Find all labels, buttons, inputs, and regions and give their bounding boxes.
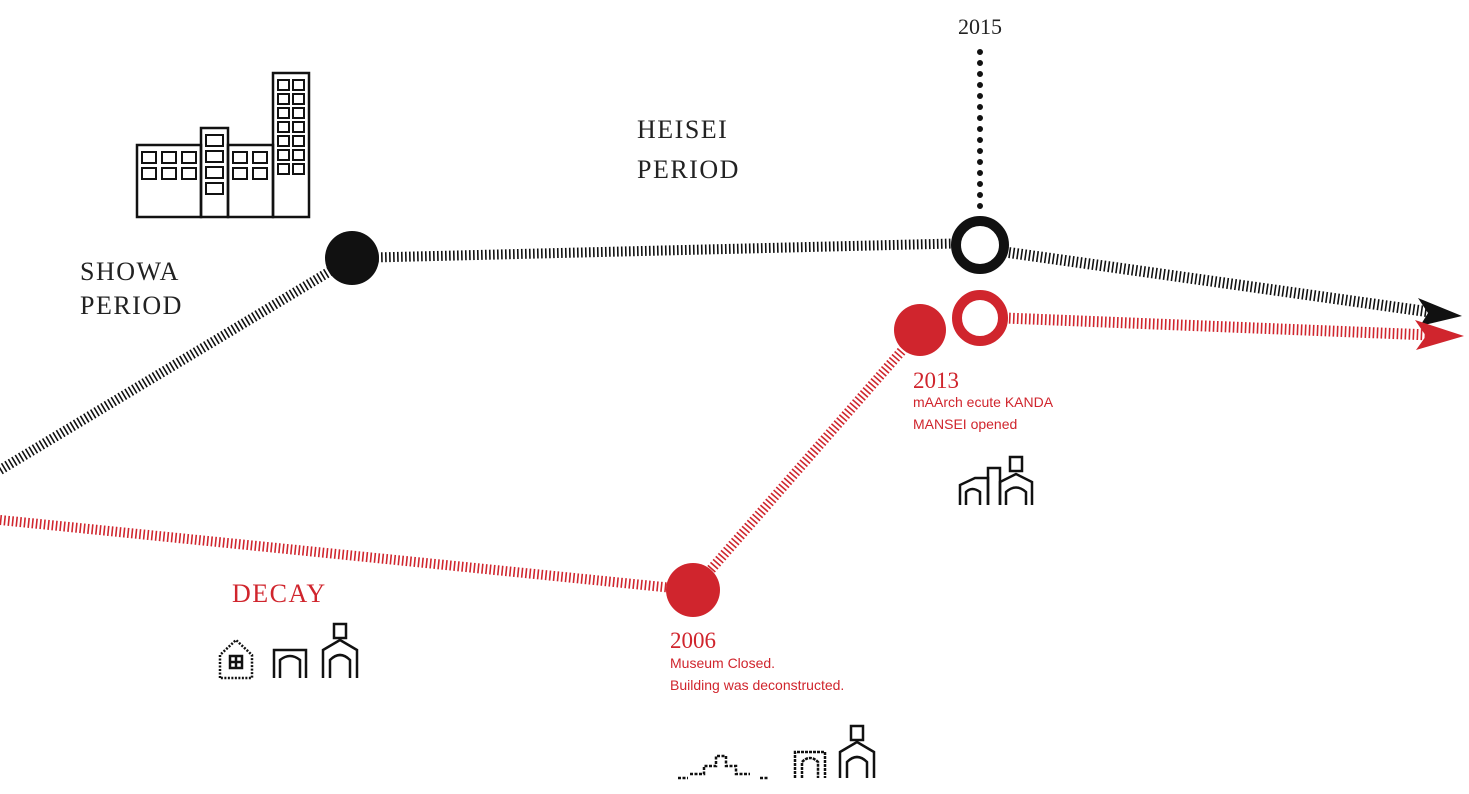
window [252,151,268,164]
event-year: 2013 [913,368,959,393]
window [277,93,290,105]
window [181,151,197,164]
window [292,163,305,175]
window [277,149,290,161]
node [666,563,720,617]
period-label: PERIOD [80,291,183,320]
station-icon [958,455,1034,505]
future-line [1004,246,1431,318]
window [277,107,290,119]
node [894,304,946,356]
window [277,135,290,147]
window [161,151,177,164]
window [205,134,224,147]
window [292,107,305,119]
ruins-icon [678,724,876,780]
window [292,79,305,91]
arrowhead [1415,320,1464,350]
event-note: MANSEI opened [913,416,1017,432]
window [141,151,157,164]
history-line [0,238,976,475]
node [952,290,1008,346]
year-label: 2015 [958,14,1002,39]
window [161,167,177,180]
window [205,166,224,179]
event-note: Building was deconstructed. [670,677,844,693]
city-icon [135,71,311,219]
window [277,79,290,91]
period-label: PERIOD [637,155,740,184]
window [232,167,248,180]
period-label: HEISEI [637,115,728,144]
window [277,121,290,133]
window [277,163,290,175]
revival-line [1004,312,1431,341]
event-year: 2006 [670,628,716,653]
event-note: Museum Closed. [670,655,775,671]
period-label: SHOWA [80,257,180,286]
node [951,216,1009,274]
event-note: mAArch ecute KANDA [913,394,1054,410]
decay-label: DECAY [232,579,327,608]
window [292,93,305,105]
decay-line [0,326,924,596]
window [141,167,157,180]
window [292,135,305,147]
window [205,182,224,195]
window [292,121,305,133]
window [252,167,268,180]
house-icon [218,638,254,680]
node [325,231,379,285]
window [232,151,248,164]
window [205,150,224,163]
window [292,149,305,161]
arrowhead [1418,298,1462,326]
window [181,167,197,180]
gate-icon [272,622,359,678]
